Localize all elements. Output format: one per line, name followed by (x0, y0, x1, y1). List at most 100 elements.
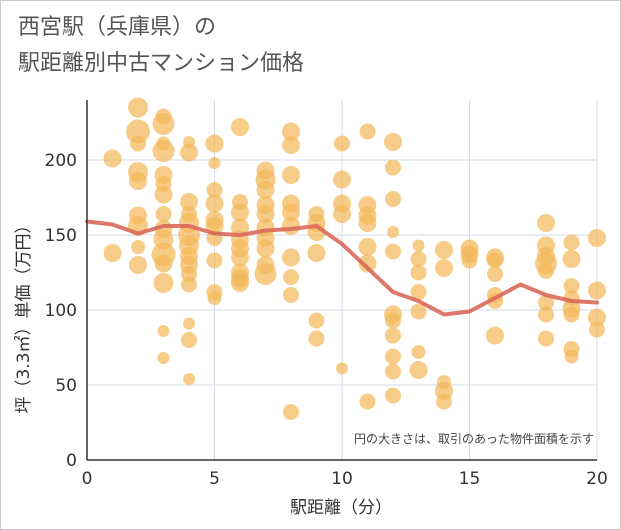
bubble-point (358, 214, 377, 232)
bubble-point (131, 240, 145, 254)
bubble-point (207, 291, 222, 305)
y-axis-title: 坪（3.3㎡）単価（万円） (14, 216, 34, 413)
bubble-point (538, 306, 554, 323)
bubble-point (128, 97, 148, 118)
bubble-point (333, 205, 351, 223)
x-tick-labels: 0 5 10 15 20 (82, 469, 608, 489)
y-tick-label: 0 (66, 451, 77, 471)
bubble-point (410, 264, 427, 281)
bubble-point (282, 166, 300, 184)
bubble-point (537, 214, 555, 232)
bubble-point (103, 149, 122, 168)
bubble-point (435, 241, 453, 259)
bubble-point (181, 276, 197, 293)
bubble-point (154, 185, 173, 204)
bubble-point (307, 244, 326, 262)
bubble-point (282, 122, 300, 141)
bubble-point (254, 263, 277, 285)
y-tick-label: 150 (45, 226, 77, 246)
bubble-point (130, 135, 146, 152)
bubble-point (486, 326, 504, 345)
bubble-point (589, 321, 605, 338)
bubble-point (256, 239, 275, 258)
bubble-point (283, 269, 299, 285)
bubble-point (183, 373, 195, 385)
bubble-point (435, 259, 453, 277)
x-axis-title: 駅距離（分） (290, 498, 392, 518)
plot-axes (86, 100, 597, 461)
bubble-point (410, 284, 427, 300)
bubble-point (385, 243, 401, 260)
x-tick-label: 10 (331, 469, 353, 489)
y-tick-label: 100 (45, 301, 77, 321)
bubble-point (410, 251, 427, 267)
bubble-point (563, 234, 580, 251)
bubble-point (155, 206, 172, 222)
bubble-point (152, 113, 175, 135)
bubble-point (334, 135, 350, 152)
bubble-point (231, 274, 249, 292)
bubble-point (282, 203, 300, 222)
bubble-point (308, 312, 325, 329)
bubble-point (487, 266, 503, 282)
bubble-point (487, 252, 503, 269)
bubble-point (358, 254, 377, 273)
chart-title: 西宮駅（兵庫県）の 駅距離別中古マンション価格 (18, 10, 304, 82)
bubble-point (410, 303, 427, 320)
bubble-point (157, 325, 170, 337)
bubble-point (588, 229, 606, 247)
bubble-point (231, 118, 249, 136)
bubble-point (208, 157, 221, 169)
bubble-point (152, 140, 175, 162)
bubble-point (588, 281, 606, 300)
bubble-point (231, 203, 249, 222)
bubble-point (385, 312, 401, 329)
bubble-point (153, 273, 174, 293)
bubble-point (206, 252, 223, 269)
average-line-series (85, 219, 599, 317)
y-tick-label: 200 (45, 151, 77, 171)
bubble-point (308, 330, 325, 347)
bubble-point (129, 172, 147, 190)
bubble-point (180, 143, 198, 162)
bubble-point (409, 361, 428, 379)
chart-title-line1: 西宮駅（兵庫県）の (18, 15, 217, 40)
bubble-point (385, 363, 401, 380)
chart-title-line2: 駅距離別中古マンション価格 (18, 51, 305, 76)
bubble-point (385, 348, 401, 365)
bubble-point (126, 119, 150, 144)
bubble-point (588, 308, 606, 327)
bubble-point (181, 332, 197, 348)
bubble-point (282, 136, 300, 154)
bubble-point (538, 294, 554, 311)
bubble-point (180, 193, 198, 211)
bubble-point (461, 252, 478, 269)
x-tick-label: 5 (209, 469, 220, 489)
bubble-series (103, 97, 606, 420)
bubble-point (205, 194, 224, 213)
bubble-point (562, 250, 581, 268)
bubble-point (538, 330, 554, 347)
y-tick-labels: 0 50 100 150 200 (45, 151, 77, 471)
bubble-point (564, 349, 579, 364)
bubble-point (385, 159, 401, 176)
bubble-point (385, 387, 401, 404)
bubble-point (359, 123, 376, 140)
bubble-point (205, 134, 224, 153)
bubble-point (387, 226, 399, 238)
bubble-point (183, 317, 195, 330)
bubble-size-note: 円の大きさは、取引のあった物件面積を示す (354, 431, 594, 446)
bubble-point (411, 345, 426, 359)
bubble-point (103, 244, 122, 262)
bubble-point (563, 306, 580, 323)
bubble-point (385, 327, 401, 344)
bubble-point (336, 362, 348, 375)
x-tick-label: 0 (82, 469, 93, 489)
bubble-point (436, 393, 452, 410)
x-tick-label: 15 (459, 469, 481, 489)
bubble-point (129, 256, 147, 274)
bubble-point (283, 404, 299, 420)
bubble-point (412, 239, 425, 252)
